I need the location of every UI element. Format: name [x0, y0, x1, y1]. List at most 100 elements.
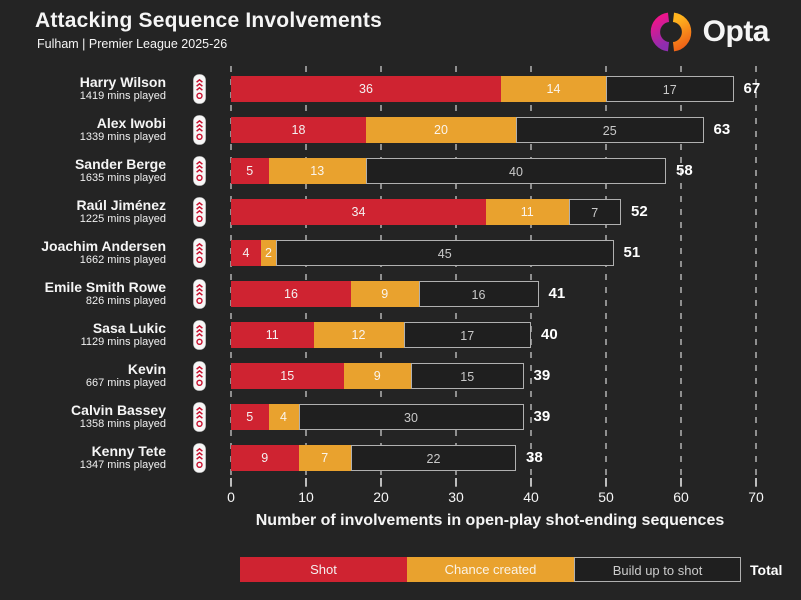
x-tick-20: [380, 478, 382, 486]
team-badge: [193, 197, 206, 227]
gridline-20: [380, 66, 382, 487]
player-mins-played: 1129 mins played: [80, 336, 166, 348]
player-mins-played: 1662 mins played: [79, 254, 166, 266]
shot-segment: 18: [231, 117, 366, 143]
chance-created-segment: 11: [486, 199, 569, 225]
x-axis-title: Number of involvements in open-play shot…: [255, 512, 725, 529]
player-name: Calvin Bassey: [71, 402, 166, 418]
fulham-badge-icon: [193, 361, 206, 391]
x-tick-label-10: 10: [298, 489, 314, 505]
row-total: 39: [533, 408, 551, 425]
player-name: Kenny Tete: [91, 443, 166, 459]
player-mins-played: 1225 mins played: [79, 213, 166, 225]
chance-created-segment: 20: [366, 117, 516, 143]
fulham-badge-icon: [193, 238, 206, 268]
player-label: Raúl Jiménez 1225 mins played: [0, 197, 166, 226]
row-total: 39: [533, 367, 551, 384]
player-name: Sasa Lukic: [92, 320, 166, 336]
build-up-segment: 17: [606, 76, 734, 102]
x-tick-label-20: 20: [373, 489, 389, 505]
player-name: Raúl Jiménez: [76, 197, 166, 213]
x-tick-label-70: 70: [748, 489, 764, 505]
chance-created-segment: 12: [313, 322, 404, 348]
fulham-badge-icon: [193, 197, 206, 227]
x-tick-40: [530, 478, 532, 486]
player-label: Sander Berge 1635 mins played: [0, 156, 166, 185]
page-title: Attacking Sequence Involvements: [35, 9, 382, 32]
x-tick-10: [305, 478, 307, 486]
build-up-segment: 16: [418, 281, 539, 307]
shot-segment: 4: [231, 240, 261, 266]
player-name: Emile Smith Rowe: [44, 279, 166, 295]
row-total: 52: [631, 203, 648, 220]
player-mins-played: 1635 mins played: [79, 172, 166, 184]
legend-total-label: Total: [750, 561, 783, 578]
gridline-30: [455, 66, 457, 487]
chance-created-segment: 9: [343, 363, 411, 389]
shot-segment: 5: [231, 404, 269, 430]
team-badge: [193, 402, 206, 432]
player-mins-played: 1339 mins played: [79, 131, 166, 143]
player-mins-played: 826 mins played: [85, 295, 166, 307]
shot-segment: 9: [231, 445, 299, 471]
team-badge: [193, 74, 206, 104]
fulham-badge-icon: [193, 320, 206, 350]
row-total: 51: [623, 244, 641, 261]
chance-created-segment: 13: [268, 158, 366, 184]
shot-segment: 16: [231, 281, 351, 307]
x-tick-label-50: 50: [598, 489, 614, 505]
team-badge: [193, 279, 206, 309]
x-tick-label-30: 30: [448, 489, 464, 505]
page-subtitle: Fulham | Premier League 2025-26: [37, 37, 228, 51]
x-tick-label-0: 0: [227, 489, 235, 505]
row-total: 67: [743, 80, 761, 97]
gridline-60: [680, 66, 682, 487]
player-name: Kevin: [127, 361, 166, 377]
chance-created-segment: 7: [298, 445, 351, 471]
shot-segment: 15: [231, 363, 344, 389]
build-up-segment: 22: [351, 445, 516, 471]
x-tick-70: [755, 478, 757, 486]
x-tick-label-60: 60: [673, 489, 689, 505]
x-tick-60: [680, 478, 682, 486]
team-badge: [193, 115, 206, 145]
legend-label-chance-created: Chance created: [444, 562, 537, 577]
build-up-segment: 30: [298, 404, 524, 430]
chance-created-segment: 9: [351, 281, 419, 307]
build-up-segment: 17: [403, 322, 531, 348]
player-name: Sander Berge: [74, 156, 166, 172]
legend-item-shot: Shot: [240, 557, 407, 582]
x-tick-30: [455, 478, 457, 486]
player-name: Harry Wilson: [79, 74, 166, 90]
fulham-badge-icon: [193, 279, 206, 309]
build-up-segment: 7: [568, 199, 621, 225]
opta-logo-icon: [650, 12, 691, 52]
gridline-70: [755, 66, 757, 487]
fulham-badge-icon: [193, 443, 206, 473]
shot-segment: 11: [231, 322, 314, 348]
player-label: Kevin 667 mins played: [0, 361, 166, 390]
shot-segment: 36: [231, 76, 501, 102]
build-up-segment: 40: [366, 158, 666, 184]
build-up-segment: 45: [276, 240, 614, 266]
fulham-badge-icon: [193, 115, 206, 145]
row-total: 38: [526, 449, 543, 466]
player-name: Alex Iwobi: [96, 115, 166, 131]
gridline-0: [230, 66, 232, 487]
team-badge: [193, 443, 206, 473]
legend: Shot Chance created Build up to shot Tot…: [240, 557, 782, 582]
team-badge: [193, 156, 206, 186]
gridline-40: [530, 66, 532, 487]
legend-item-build-up-to-shot: Build up to shot: [574, 557, 741, 582]
x-tick-label-40: 40: [523, 489, 539, 505]
player-label: Kenny Tete 1347 mins played: [0, 443, 166, 472]
player-mins-played: 1358 mins played: [79, 418, 166, 430]
player-mins-played: 667 mins played: [85, 377, 166, 389]
opta-brand: Opta: [648, 9, 770, 55]
gridline-10: [305, 66, 307, 487]
team-badge: [193, 361, 206, 391]
team-badge: [193, 238, 206, 268]
row-total: 41: [548, 285, 566, 302]
